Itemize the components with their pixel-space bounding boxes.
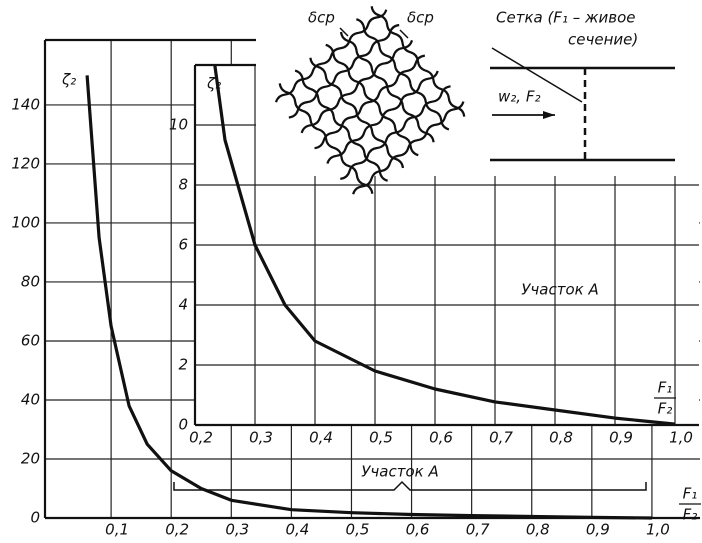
mesh-label: δср (308, 9, 335, 27)
flow-label: w₂, F₂ (498, 88, 540, 106)
annotation: Участок А (361, 463, 438, 481)
x-tick-label: 0,8 (526, 521, 550, 539)
y-tick-label: 0 (30, 509, 40, 527)
x-tick-label: 1,0 (669, 429, 693, 447)
x-tick-label: 0,1 (105, 521, 129, 539)
x-tick-label: 0,5 (369, 429, 393, 447)
x-tick-label: 0,4 (309, 429, 333, 447)
x-axis-label: F₁ (658, 379, 673, 397)
mesh-label: δср (407, 9, 434, 27)
x-axis-label: F₂ (658, 400, 673, 418)
y-tick-label: 0 (178, 416, 188, 434)
x-axis-label: F₂ (683, 506, 698, 524)
diagram: δср δср w₂, F₂ Сетка (F₁ – живое сечение… (256, 0, 702, 195)
screen-pointer (491, 47, 583, 103)
x-tick-label: 0,3 (249, 429, 273, 447)
curve (85, 75, 652, 520)
x-tick-label: 0,7 (466, 521, 490, 539)
range-bracket (173, 480, 647, 491)
y-tick-label: 120 (11, 154, 40, 172)
y-tick-label: 6 (178, 236, 188, 254)
mesh-pointer (339, 27, 349, 37)
y-tick-label: 40 (21, 390, 40, 408)
y-tick-label: 8 (178, 176, 188, 194)
y-tick-label: 4 (178, 296, 188, 314)
x-tick-label: 0,6 (406, 521, 430, 539)
y-tick-label: 140 (11, 95, 40, 113)
x-tick-label: 1,0 (646, 521, 670, 539)
x-tick-label: 0,6 (429, 429, 453, 447)
x-tick-label: 0,3 (225, 521, 249, 539)
y-axis-label: ζ₂ (61, 71, 76, 89)
screen-label: Сетка (F₁ – живое (496, 9, 636, 27)
x-tick-label: 0,8 (549, 429, 573, 447)
x-tick-label: 0,4 (285, 521, 309, 539)
x-tick-label: 0,9 (609, 429, 633, 447)
mesh (274, 6, 466, 195)
y-tick-label: 10 (169, 116, 188, 134)
y-tick-label: 60 (21, 331, 40, 349)
x-tick-label: 0,2 (165, 521, 189, 539)
x-tick-label: 0,9 (586, 521, 610, 539)
mesh-pointer (399, 29, 409, 39)
y-tick-label: 2 (178, 356, 188, 374)
annotation: Участок А (521, 281, 598, 299)
y-tick-label: 100 (11, 213, 40, 231)
flow-arrowhead (543, 111, 555, 119)
y-axis-label: ζ₂ (206, 75, 221, 93)
curve (213, 64, 676, 426)
screen-label: сечение) (568, 31, 638, 49)
y-tick-label: 20 (21, 449, 40, 467)
x-tick-label: 0,5 (346, 521, 370, 539)
x-axis-label: F₁ (683, 485, 698, 503)
x-tick-label: 0,7 (489, 429, 513, 447)
y-tick-label: 80 (21, 272, 40, 290)
x-tick-label: 0,2 (189, 429, 213, 447)
